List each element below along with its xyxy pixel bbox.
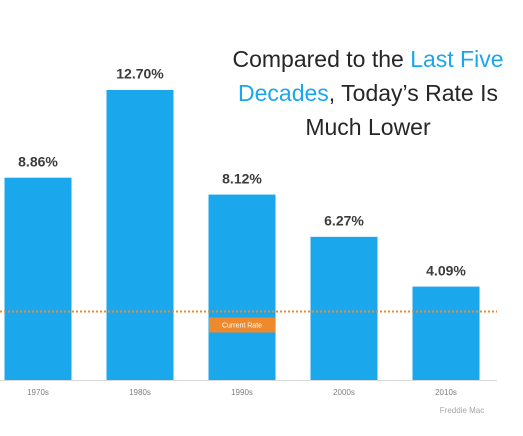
x-tick-label: 2010s	[435, 388, 457, 397]
title-part: Decades	[238, 80, 329, 106]
reference-label: Current Rate	[222, 322, 262, 329]
x-tick-label: 1980s	[129, 388, 151, 397]
chart-title: Compared to the Last Five	[232, 46, 503, 72]
bar	[106, 90, 174, 380]
title-part: , Today’s Rate Is	[329, 80, 498, 106]
reference-badge	[209, 317, 275, 333]
bar	[412, 286, 480, 380]
title-part: Much Lower	[305, 114, 431, 140]
title-part: Compared to the	[232, 46, 410, 72]
bar	[310, 236, 378, 380]
chart-title: Much Lower	[305, 114, 431, 140]
value-label: 8.12%	[222, 170, 262, 186]
x-tick-label: 2000s	[333, 388, 355, 397]
chart-title: Decades, Today’s Rate Is	[238, 80, 498, 106]
bar	[4, 177, 72, 380]
title-part: Last Five	[410, 46, 503, 72]
x-tick-label: 1990s	[231, 388, 253, 397]
bar	[208, 194, 276, 380]
value-label: 8.86%	[18, 153, 58, 169]
value-label: 4.09%	[426, 262, 466, 278]
value-label: 6.27%	[324, 213, 364, 229]
value-label: 12.70%	[116, 66, 164, 82]
source: Freddie Mac	[440, 406, 484, 415]
x-tick-label: 1970s	[27, 388, 49, 397]
